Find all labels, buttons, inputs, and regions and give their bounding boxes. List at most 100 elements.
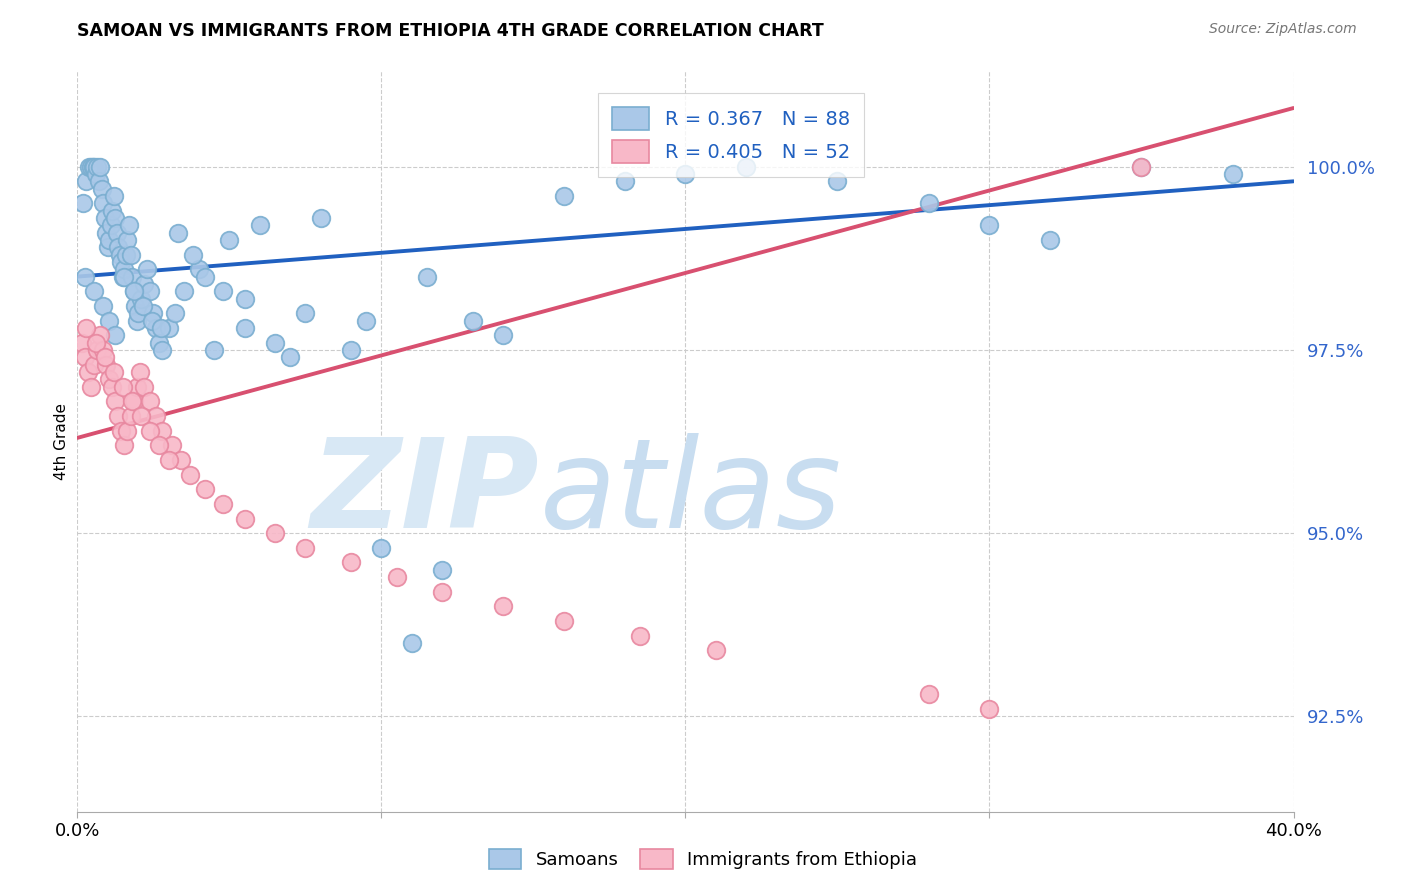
Point bbox=[120, 247, 142, 261]
Point bbox=[120, 409, 142, 423]
Point bbox=[340, 556, 363, 570]
Point bbox=[553, 189, 575, 203]
Point bbox=[628, 629, 651, 643]
Point bbox=[83, 160, 105, 174]
Point bbox=[80, 379, 103, 393]
Y-axis label: 4th Grade: 4th Grade bbox=[53, 403, 69, 480]
Point bbox=[129, 409, 152, 423]
Point bbox=[89, 328, 111, 343]
Point bbox=[354, 313, 377, 327]
Point bbox=[918, 688, 941, 702]
Point bbox=[86, 343, 108, 357]
Point bbox=[139, 424, 162, 438]
Point bbox=[430, 584, 453, 599]
Point bbox=[194, 482, 217, 496]
Point bbox=[103, 365, 125, 379]
Point bbox=[613, 174, 636, 188]
Point bbox=[218, 233, 240, 247]
Point bbox=[1130, 160, 1153, 174]
Point bbox=[104, 211, 127, 225]
Point bbox=[264, 526, 287, 541]
Point bbox=[492, 328, 515, 343]
Point bbox=[492, 599, 515, 614]
Point bbox=[370, 541, 392, 555]
Point bbox=[82, 160, 104, 174]
Point bbox=[70, 335, 93, 350]
Point bbox=[152, 424, 174, 438]
Point bbox=[128, 365, 150, 379]
Point bbox=[233, 292, 256, 306]
Point bbox=[129, 292, 152, 306]
Point bbox=[111, 379, 134, 393]
Point bbox=[142, 306, 165, 320]
Point bbox=[179, 467, 201, 482]
Point bbox=[98, 233, 121, 247]
Point bbox=[73, 269, 96, 284]
Point bbox=[91, 196, 114, 211]
Point bbox=[918, 196, 941, 211]
Point bbox=[75, 174, 97, 188]
Point bbox=[1039, 233, 1062, 247]
Point bbox=[173, 285, 195, 299]
Point bbox=[91, 343, 114, 357]
Point bbox=[104, 394, 127, 409]
Point bbox=[72, 196, 94, 211]
Point bbox=[264, 335, 287, 350]
Point bbox=[115, 247, 138, 261]
Point bbox=[110, 424, 132, 438]
Point bbox=[90, 181, 112, 195]
Point bbox=[278, 350, 301, 364]
Point bbox=[114, 262, 136, 277]
Point bbox=[91, 299, 114, 313]
Point bbox=[202, 343, 225, 357]
Point bbox=[194, 269, 217, 284]
Point bbox=[136, 262, 159, 277]
Point bbox=[83, 285, 105, 299]
Point bbox=[84, 335, 107, 350]
Point bbox=[103, 189, 125, 203]
Legend: R = 0.367   N = 88, R = 0.405   N = 52: R = 0.367 N = 88, R = 0.405 N = 52 bbox=[598, 93, 865, 178]
Point bbox=[166, 226, 188, 240]
Point bbox=[131, 299, 153, 313]
Point bbox=[110, 255, 132, 269]
Point bbox=[89, 160, 111, 174]
Point bbox=[181, 247, 204, 261]
Point bbox=[93, 350, 115, 364]
Point bbox=[114, 269, 136, 284]
Point bbox=[675, 167, 697, 181]
Point bbox=[735, 160, 758, 174]
Point bbox=[157, 321, 180, 335]
Point bbox=[104, 328, 127, 343]
Text: SAMOAN VS IMMIGRANTS FROM ETHIOPIA 4TH GRADE CORRELATION CHART: SAMOAN VS IMMIGRANTS FROM ETHIOPIA 4TH G… bbox=[77, 22, 824, 40]
Point bbox=[111, 269, 134, 284]
Point bbox=[121, 269, 143, 284]
Text: Source: ZipAtlas.com: Source: ZipAtlas.com bbox=[1209, 22, 1357, 37]
Point bbox=[233, 511, 256, 525]
Point bbox=[100, 219, 122, 233]
Point bbox=[121, 394, 143, 409]
Point bbox=[108, 247, 131, 261]
Point bbox=[157, 453, 180, 467]
Point bbox=[101, 379, 124, 393]
Point bbox=[340, 343, 363, 357]
Point bbox=[134, 277, 156, 291]
Point bbox=[122, 285, 145, 299]
Point bbox=[77, 365, 100, 379]
Point bbox=[122, 394, 145, 409]
Point bbox=[160, 438, 183, 452]
Point bbox=[212, 497, 235, 511]
Point bbox=[139, 285, 162, 299]
Point bbox=[145, 321, 167, 335]
Point bbox=[117, 424, 139, 438]
Point bbox=[385, 570, 408, 584]
Point bbox=[125, 313, 148, 327]
Point bbox=[124, 299, 146, 313]
Point bbox=[79, 160, 101, 174]
Point bbox=[114, 438, 136, 452]
Point bbox=[75, 321, 97, 335]
Point bbox=[461, 313, 484, 327]
Legend: Samoans, Immigrants from Ethiopia: Samoans, Immigrants from Ethiopia bbox=[479, 839, 927, 879]
Point bbox=[979, 219, 1001, 233]
Point bbox=[979, 702, 1001, 716]
Point bbox=[86, 160, 108, 174]
